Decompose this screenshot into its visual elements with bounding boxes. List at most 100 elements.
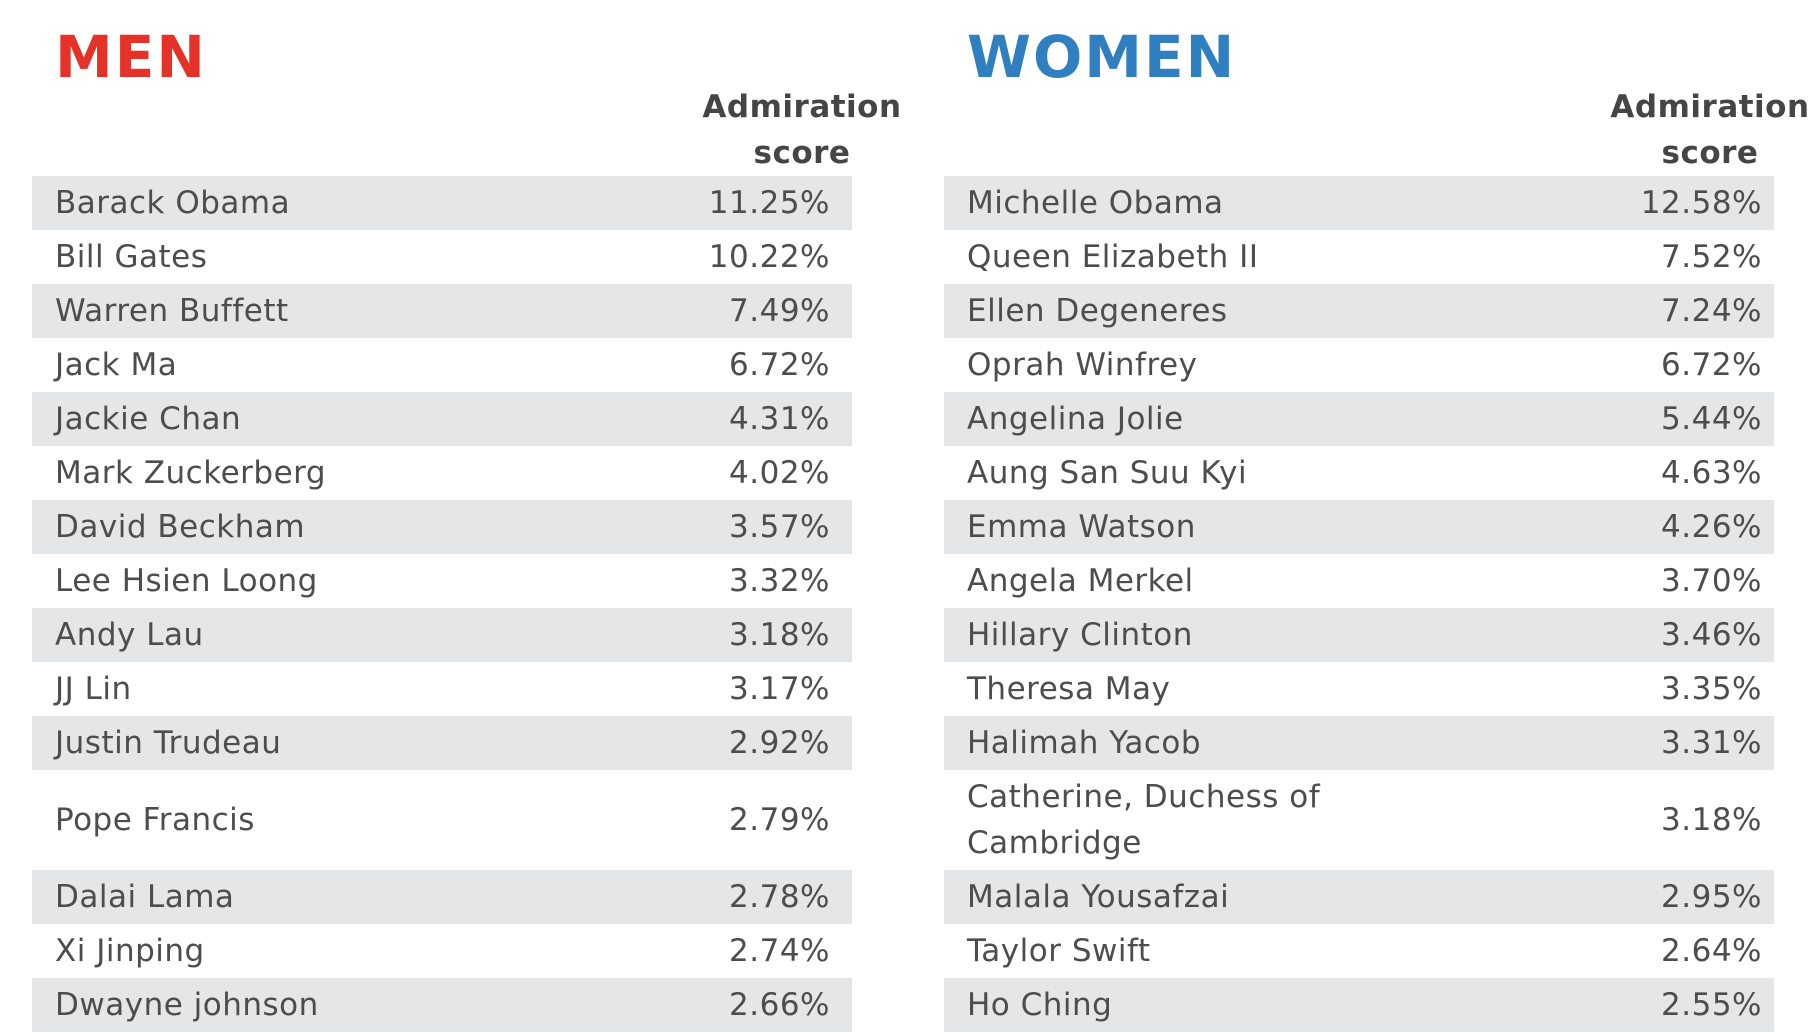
women-table-row: Angela Merkel 3.70% (944, 554, 1774, 608)
women-table-row: Aung San Suu Kyi 4.63% (944, 446, 1774, 500)
men-table-row: Andy Lau 3.18% (32, 608, 852, 662)
women-row-name: Queen Elizabeth II (967, 239, 1259, 275)
men-table-row: Bill Gates 10.22% (32, 230, 852, 284)
men-column-header-line-1: Admiration (702, 89, 902, 125)
men-row-score: 2.78% (729, 879, 830, 915)
men-row-score: 6.72% (729, 347, 830, 383)
men-row-name: David Beckham (55, 509, 306, 545)
women-row-name: Angela Merkel (967, 563, 1194, 599)
men-table-row: Barack Obama 11.25% (32, 176, 852, 230)
men-row-name: Lee Hsien Loong (55, 563, 318, 599)
men-row-score: 3.18% (729, 617, 830, 653)
women-table-row: Halimah Yacob 3.31% (944, 716, 1774, 770)
men-row-score: 4.31% (729, 401, 830, 437)
women-table: Michelle Obama 12.58% Queen Elizabeth II 7.… (944, 176, 1774, 1032)
women-row-name: Halimah Yacob (967, 725, 1202, 761)
men-row-name: Mark Zuckerberg (55, 455, 327, 491)
men-row-name: JJ Lin (55, 671, 132, 707)
women-row-name: Angelina Jolie (967, 401, 1184, 437)
men-row-name: Dwayne johnson (55, 987, 319, 1023)
women-row-score: 2.55% (1661, 987, 1762, 1023)
women-row-name: Hillary Clinton (967, 617, 1193, 653)
women-row-score: 7.24% (1661, 293, 1762, 329)
men-table-row: Mark Zuckerberg 4.02% (32, 446, 852, 500)
men-row-score: 2.66% (729, 987, 830, 1023)
men-row-name: Jack Ma (55, 347, 178, 383)
women-row-score: 2.64% (1661, 933, 1762, 969)
women-table-row: Michelle Obama 12.58% (944, 176, 1774, 230)
women-row-name: Michelle Obama (967, 185, 1224, 221)
men-row-name: Andy Lau (55, 617, 204, 653)
women-row-score: 4.26% (1661, 509, 1762, 545)
women-row-score: 12.58% (1640, 185, 1762, 221)
women-row-score: 3.18% (1661, 802, 1762, 838)
women-table-row: Oprah Winfrey 6.72% (944, 338, 1774, 392)
men-row-name: Xi Jinping (55, 933, 205, 969)
women-row-score: 7.52% (1661, 239, 1762, 275)
women-row-name: Emma Watson (967, 509, 1196, 545)
women-row-score: 2.95% (1661, 879, 1762, 915)
women-heading: WOMEN (967, 23, 1237, 91)
men-row-score: 4.02% (729, 455, 830, 491)
women-row-name: Taylor Swift (967, 933, 1151, 969)
men-row-score: 3.17% (729, 671, 830, 707)
men-table: Barack Obama 11.25% Bill Gates 10.22% Warren… (32, 176, 852, 1032)
women-table-row: Malala Yousafzai 2.95% (944, 870, 1774, 924)
men-table-row: Lee Hsien Loong 3.32% (32, 554, 852, 608)
women-row-name: Malala Yousafzai (967, 879, 1230, 915)
women-row-score: 3.35% (1661, 671, 1762, 707)
men-row-name: Warren Buffett (55, 293, 289, 329)
women-row-name: Ho Ching (967, 987, 1113, 1023)
women-row-name: Theresa May (967, 671, 1171, 707)
men-table-row: Pope Francis 2.79% (32, 770, 852, 870)
men-row-score: 2.79% (729, 802, 830, 838)
women-table-row: Taylor Swift 2.64% (944, 924, 1774, 978)
women-row-score: 3.31% (1661, 725, 1762, 761)
women-row-score: 3.70% (1661, 563, 1762, 599)
men-heading: MEN (55, 23, 207, 91)
women-table-row: Hillary Clinton 3.46% (944, 608, 1774, 662)
men-row-name: Justin Trudeau (55, 725, 282, 761)
men-row-name: Bill Gates (55, 239, 208, 275)
men-table-row: Dalai Lama 2.78% (32, 870, 852, 924)
men-row-score: 10.22% (708, 239, 830, 275)
men-table-row: Xi Jinping 2.74% (32, 924, 852, 978)
men-row-score: 11.25% (708, 185, 830, 221)
men-column-header-line-2: score (753, 135, 851, 171)
men-table-row: Jack Ma 6.72% (32, 338, 852, 392)
women-table-row: Ellen Degeneres 7.24% (944, 284, 1774, 338)
women-row-score: 6.72% (1661, 347, 1762, 383)
men-table-row: JJ Lin 3.17% (32, 662, 852, 716)
women-row-name: Catherine, Duchess of Cambridge (967, 779, 1321, 861)
men-table-row: Justin Trudeau 2.92% (32, 716, 852, 770)
men-row-score: 3.32% (729, 563, 830, 599)
men-row-name: Jackie Chan (55, 401, 242, 437)
women-table-row: Theresa May 3.35% (944, 662, 1774, 716)
men-table-row: Jackie Chan 4.31% (32, 392, 852, 446)
men-row-name: Dalai Lama (55, 879, 235, 915)
women-row-name: Oprah Winfrey (967, 347, 1198, 383)
men-row-name: Pope Francis (55, 802, 255, 838)
women-table-row: Catherine, Duchess of Cambridge 3.18% (944, 770, 1774, 870)
women-column-header: Admiration score (1540, 84, 1813, 176)
women-row-name: Aung San Suu Kyi (967, 455, 1248, 491)
women-row-score: 4.63% (1661, 455, 1762, 491)
men-row-name: Barack Obama (55, 185, 291, 221)
men-row-score: 2.74% (729, 933, 830, 969)
men-row-score: 2.92% (729, 725, 830, 761)
women-column-header-line-1: Admiration (1610, 89, 1810, 125)
women-table-row: Angelina Jolie 5.44% (944, 392, 1774, 446)
women-row-name: Ellen Degeneres (967, 293, 1228, 329)
men-row-score: 3.57% (729, 509, 830, 545)
women-row-score: 3.46% (1661, 617, 1762, 653)
men-table-row: Warren Buffett 7.49% (32, 284, 852, 338)
women-column-header-line-2: score (1661, 135, 1759, 171)
men-table-row: David Beckham 3.57% (32, 500, 852, 554)
women-row-score: 5.44% (1661, 401, 1762, 437)
women-table-row: Queen Elizabeth II 7.52% (944, 230, 1774, 284)
men-table-row: Dwayne johnson 2.66% (32, 978, 852, 1032)
women-table-row: Ho Ching 2.55% (944, 978, 1774, 1032)
women-table-row: Emma Watson 4.26% (944, 500, 1774, 554)
men-row-score: 7.49% (729, 293, 830, 329)
men-column-header: Admiration score (632, 84, 972, 176)
